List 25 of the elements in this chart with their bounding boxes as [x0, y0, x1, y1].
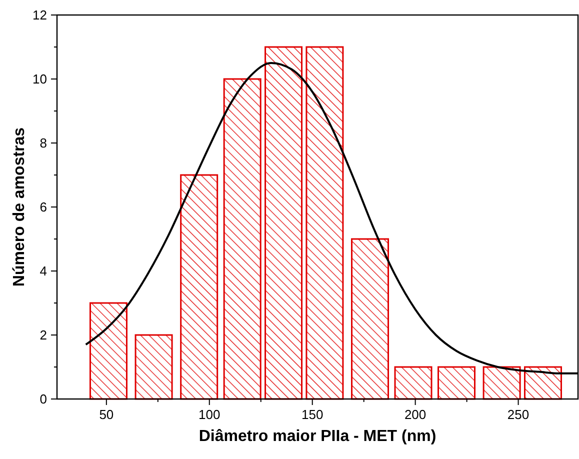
- bar: [89, 302, 128, 400]
- x-tick-label: 250: [507, 407, 530, 422]
- bar: [306, 46, 344, 400]
- x-tick-label: 50: [99, 407, 114, 422]
- y-axis-title: Número de amostras: [11, 127, 28, 287]
- x-tick-label: 100: [198, 407, 220, 422]
- bar: [394, 366, 432, 400]
- bar: [438, 366, 476, 400]
- bar: [351, 238, 390, 400]
- x-tick-label: 150: [302, 407, 324, 422]
- y-tick-label: 12: [32, 8, 47, 22]
- y-tick-label: 6: [40, 200, 47, 214]
- y-tick-label: 2: [40, 328, 47, 342]
- y-tick-label: 8: [40, 136, 47, 150]
- y-tick-label: 0: [40, 392, 47, 406]
- bar: [524, 366, 562, 400]
- bar: [134, 334, 173, 400]
- x-tick-label: 200: [404, 407, 426, 422]
- y-tick-label: 4: [40, 264, 47, 278]
- x-axis-title: Diâmetro maior PIIa - MET (nm): [198, 428, 436, 445]
- bar: [223, 78, 262, 400]
- bar: [482, 366, 521, 400]
- bar: [264, 46, 303, 400]
- y-tick-label: 10: [32, 72, 47, 86]
- bar: [180, 174, 218, 400]
